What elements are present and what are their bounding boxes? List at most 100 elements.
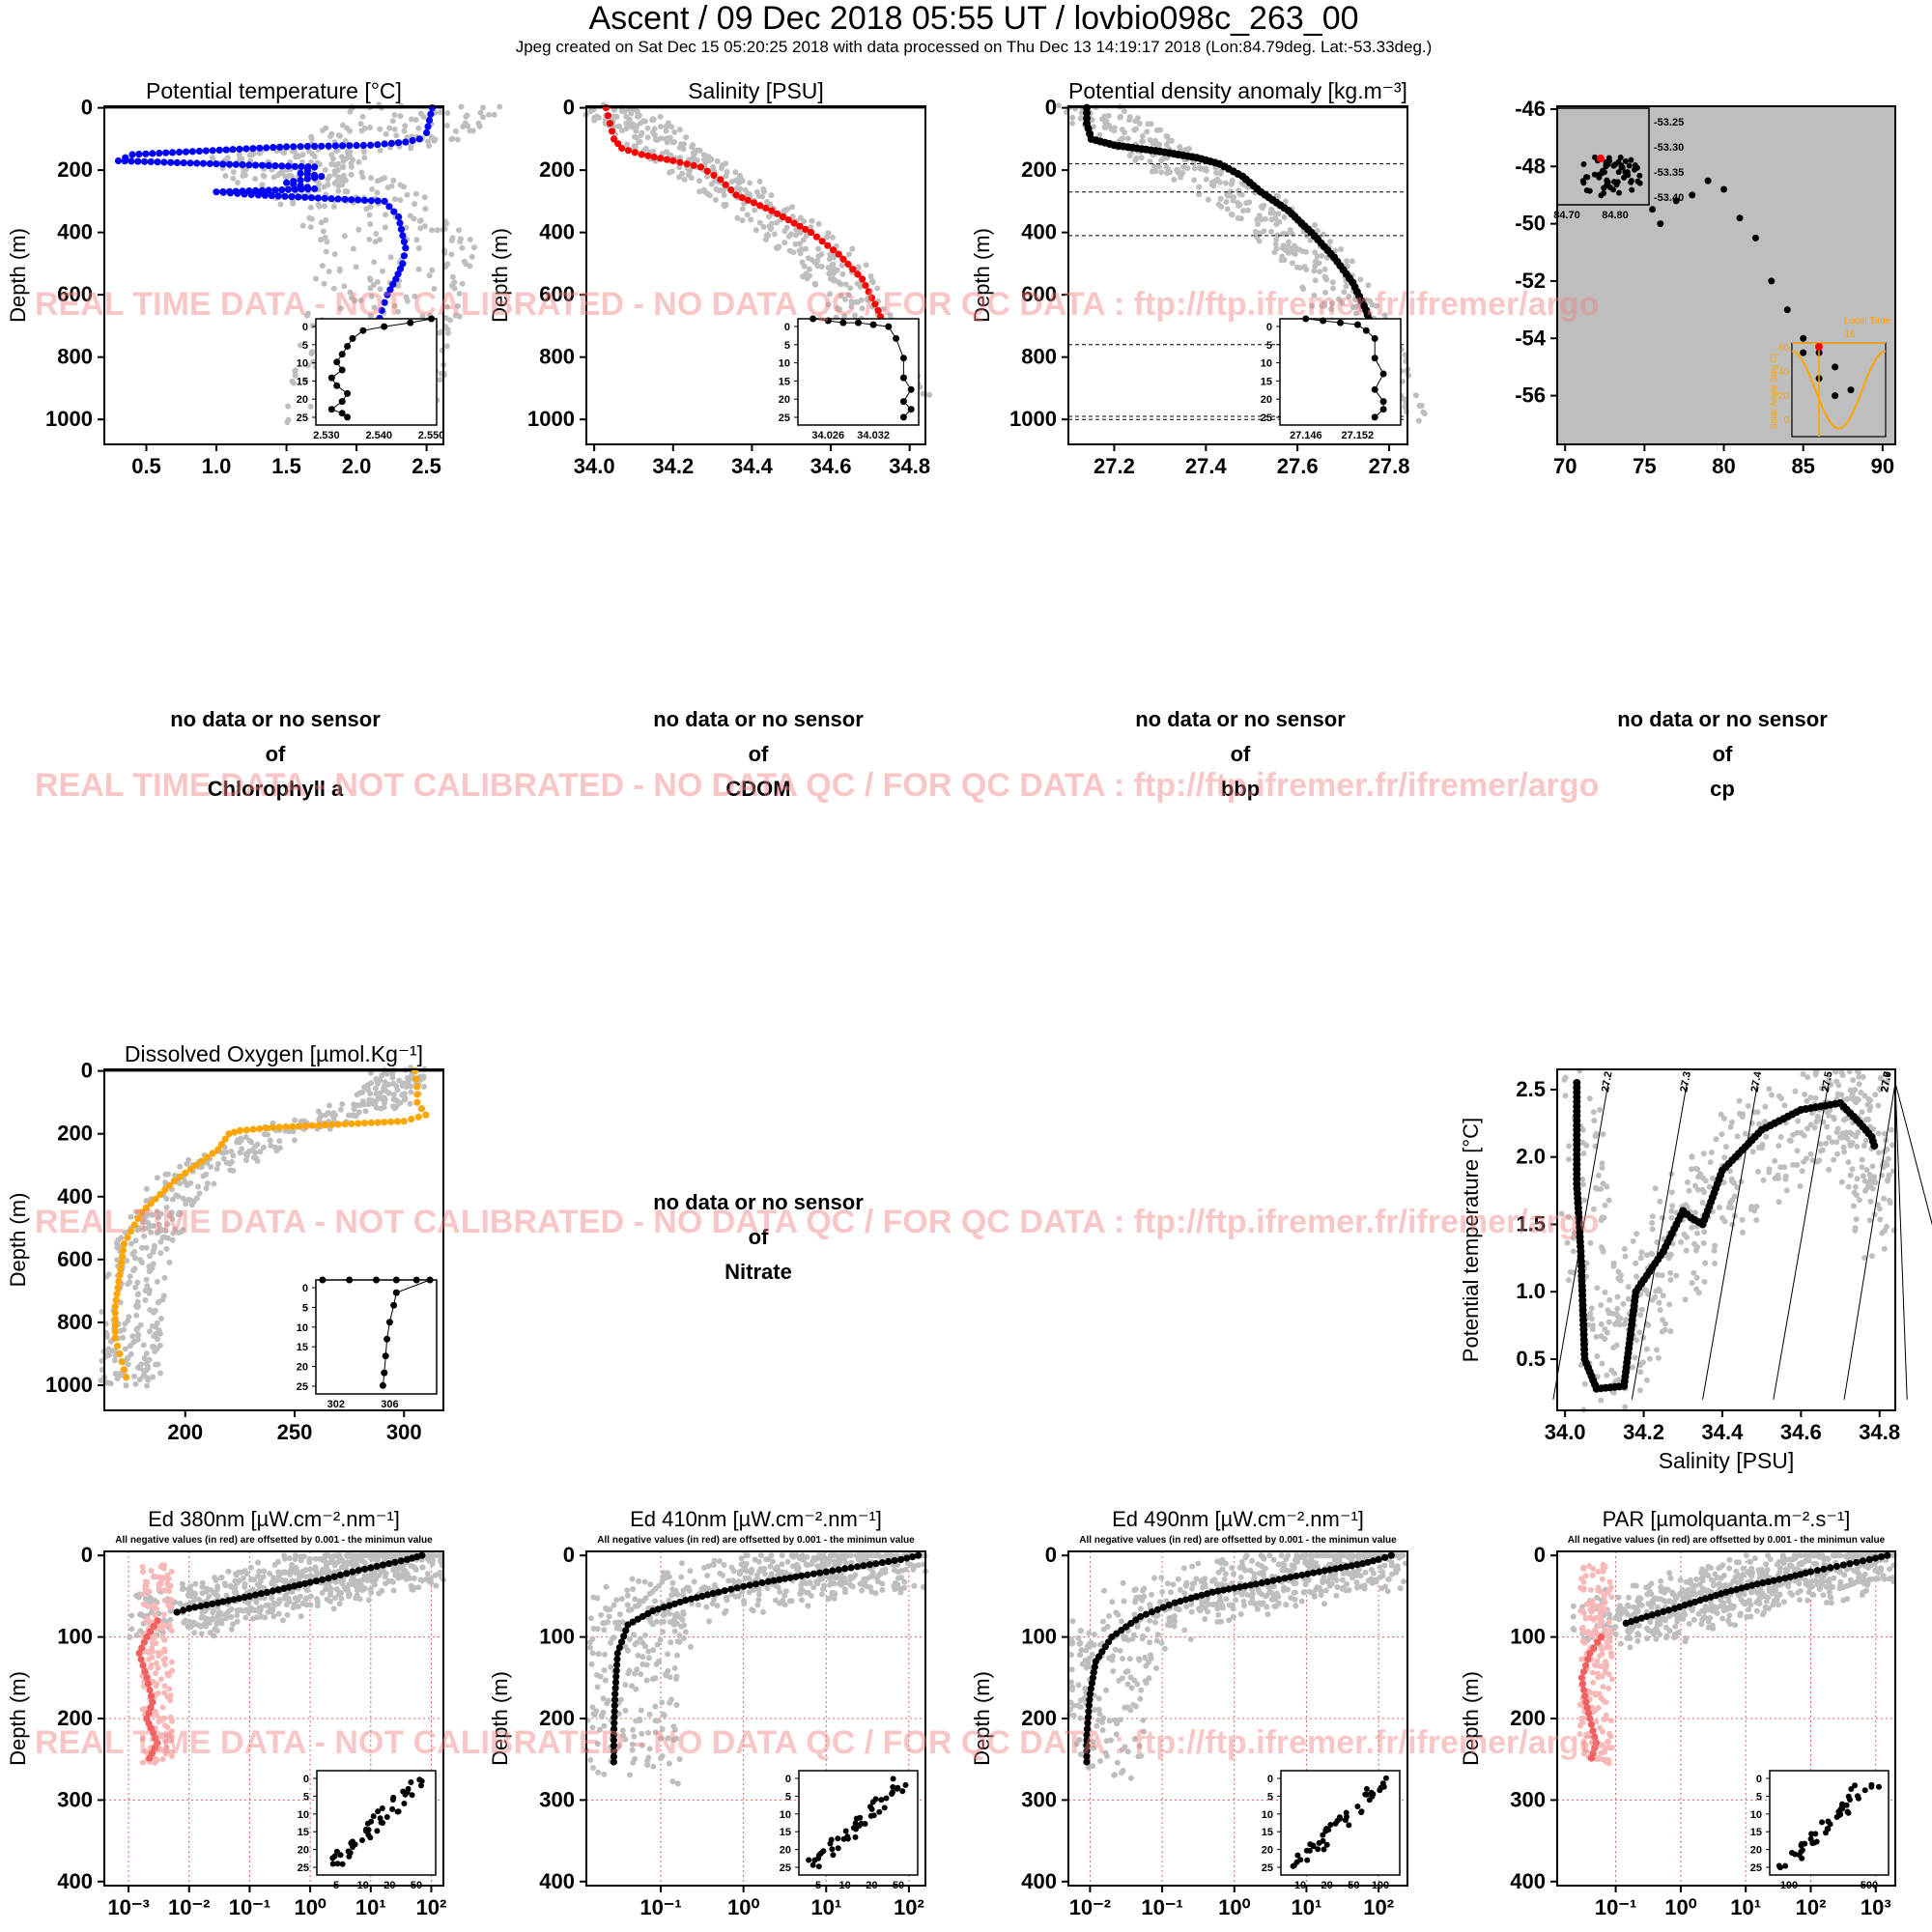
clim-point bbox=[464, 112, 470, 119]
data-point bbox=[762, 204, 770, 212]
clim-point bbox=[1581, 1197, 1587, 1204]
clim-point bbox=[1668, 1189, 1675, 1196]
clim-point bbox=[467, 263, 473, 270]
clim-point bbox=[652, 1703, 659, 1710]
clim-point bbox=[1291, 242, 1297, 249]
clim-point bbox=[408, 116, 414, 123]
clim-point bbox=[805, 1603, 811, 1609]
data-point bbox=[186, 159, 194, 167]
clim-point bbox=[1772, 1157, 1778, 1164]
inset-y-tick: 20 bbox=[779, 394, 790, 406]
track-point bbox=[1847, 386, 1855, 394]
clim-point bbox=[694, 156, 700, 163]
data-point bbox=[291, 185, 298, 193]
clim-point bbox=[1862, 1117, 1869, 1123]
clim-point bbox=[242, 172, 248, 179]
data-point bbox=[268, 192, 275, 200]
clim-point bbox=[429, 227, 435, 234]
clim-point bbox=[258, 1604, 265, 1610]
data-point bbox=[386, 286, 394, 294]
clim-point bbox=[716, 1558, 723, 1565]
clim-point bbox=[1570, 1248, 1577, 1255]
data-point bbox=[116, 1350, 124, 1357]
data-point bbox=[683, 160, 691, 168]
clim-point bbox=[299, 222, 306, 229]
map-inset-point bbox=[1580, 180, 1587, 186]
clim-point bbox=[1755, 1145, 1762, 1151]
clim-point bbox=[401, 128, 408, 134]
clim-point bbox=[682, 1629, 689, 1635]
clim-point bbox=[408, 1089, 414, 1095]
map-inset-y-tick: -53.25 bbox=[1654, 117, 1684, 128]
inset-y-tick: 5 bbox=[303, 1791, 309, 1803]
inset-y-tick: 10 bbox=[1261, 358, 1272, 370]
data-point bbox=[147, 157, 155, 166]
page-subtitle: Jpeg created on Sat Dec 15 05:20:25 2018… bbox=[516, 38, 1433, 56]
clim-point bbox=[696, 147, 703, 154]
clim-point bbox=[323, 216, 329, 223]
clim-point bbox=[234, 180, 241, 185]
clim-point bbox=[897, 1589, 904, 1596]
clim-point bbox=[210, 1609, 216, 1616]
clim-point bbox=[382, 224, 388, 231]
clim-point bbox=[1826, 1077, 1833, 1084]
clim-point bbox=[150, 1249, 156, 1256]
clim-point bbox=[415, 266, 422, 272]
clim-point bbox=[845, 251, 852, 258]
clim-point bbox=[692, 150, 698, 156]
clim-point bbox=[323, 248, 329, 255]
clim-point bbox=[211, 1180, 217, 1187]
clim-point bbox=[622, 1682, 629, 1689]
clim-point bbox=[448, 136, 455, 143]
map-inset-point bbox=[1598, 192, 1605, 199]
clim-point bbox=[1566, 1143, 1573, 1150]
map-inset-x-tick: 84.80 bbox=[1602, 210, 1629, 221]
clim-point bbox=[429, 267, 436, 273]
data-point bbox=[278, 186, 286, 194]
clim-point bbox=[350, 156, 355, 163]
clim-point bbox=[342, 138, 349, 144]
clim-point bbox=[1712, 1260, 1719, 1266]
inset-point bbox=[344, 413, 352, 421]
data-point bbox=[234, 189, 242, 197]
clim-point bbox=[1314, 228, 1321, 234]
inset-x-tick: 27.152 bbox=[1342, 430, 1375, 441]
data-point bbox=[359, 141, 367, 150]
data-point bbox=[139, 1662, 147, 1669]
map-inset-y-tick: -53.40 bbox=[1654, 192, 1684, 204]
clim-point bbox=[132, 1380, 139, 1387]
clim-point bbox=[1727, 1200, 1734, 1207]
y-tick-label: 0 bbox=[1045, 96, 1057, 120]
clim-point bbox=[1718, 1111, 1724, 1118]
clim-point bbox=[254, 1581, 261, 1588]
inset-x-tick: 2.550 bbox=[418, 430, 445, 441]
clim-point bbox=[477, 109, 484, 116]
y-tick-label: 600 bbox=[57, 1247, 93, 1271]
inset-y-tick: 15 bbox=[297, 376, 308, 387]
clim-point bbox=[652, 1675, 659, 1682]
clim-point bbox=[166, 1259, 173, 1265]
clim-point bbox=[1734, 1133, 1741, 1140]
clim-point bbox=[172, 1226, 179, 1233]
clim-point bbox=[151, 1333, 157, 1340]
clim-point bbox=[1636, 1329, 1643, 1336]
inset-point bbox=[349, 1838, 355, 1845]
inset-point bbox=[370, 1813, 377, 1820]
clim-point bbox=[1804, 1074, 1811, 1081]
clim-point bbox=[434, 227, 440, 234]
data-point bbox=[252, 161, 260, 169]
clim-point bbox=[671, 139, 677, 145]
clim-point bbox=[1662, 1326, 1668, 1333]
clim-point bbox=[1341, 289, 1348, 296]
data-point bbox=[381, 298, 388, 306]
clim-point bbox=[391, 302, 398, 309]
clim-point bbox=[759, 193, 766, 200]
inset-point bbox=[899, 398, 907, 406]
inset-y-tick: 25 bbox=[297, 412, 308, 424]
clim-point bbox=[879, 1580, 886, 1587]
clim-point bbox=[646, 1711, 653, 1718]
clim-point bbox=[586, 1639, 593, 1646]
data-point bbox=[203, 1153, 211, 1161]
clim-point bbox=[326, 269, 332, 274]
clim-point bbox=[213, 1165, 220, 1172]
